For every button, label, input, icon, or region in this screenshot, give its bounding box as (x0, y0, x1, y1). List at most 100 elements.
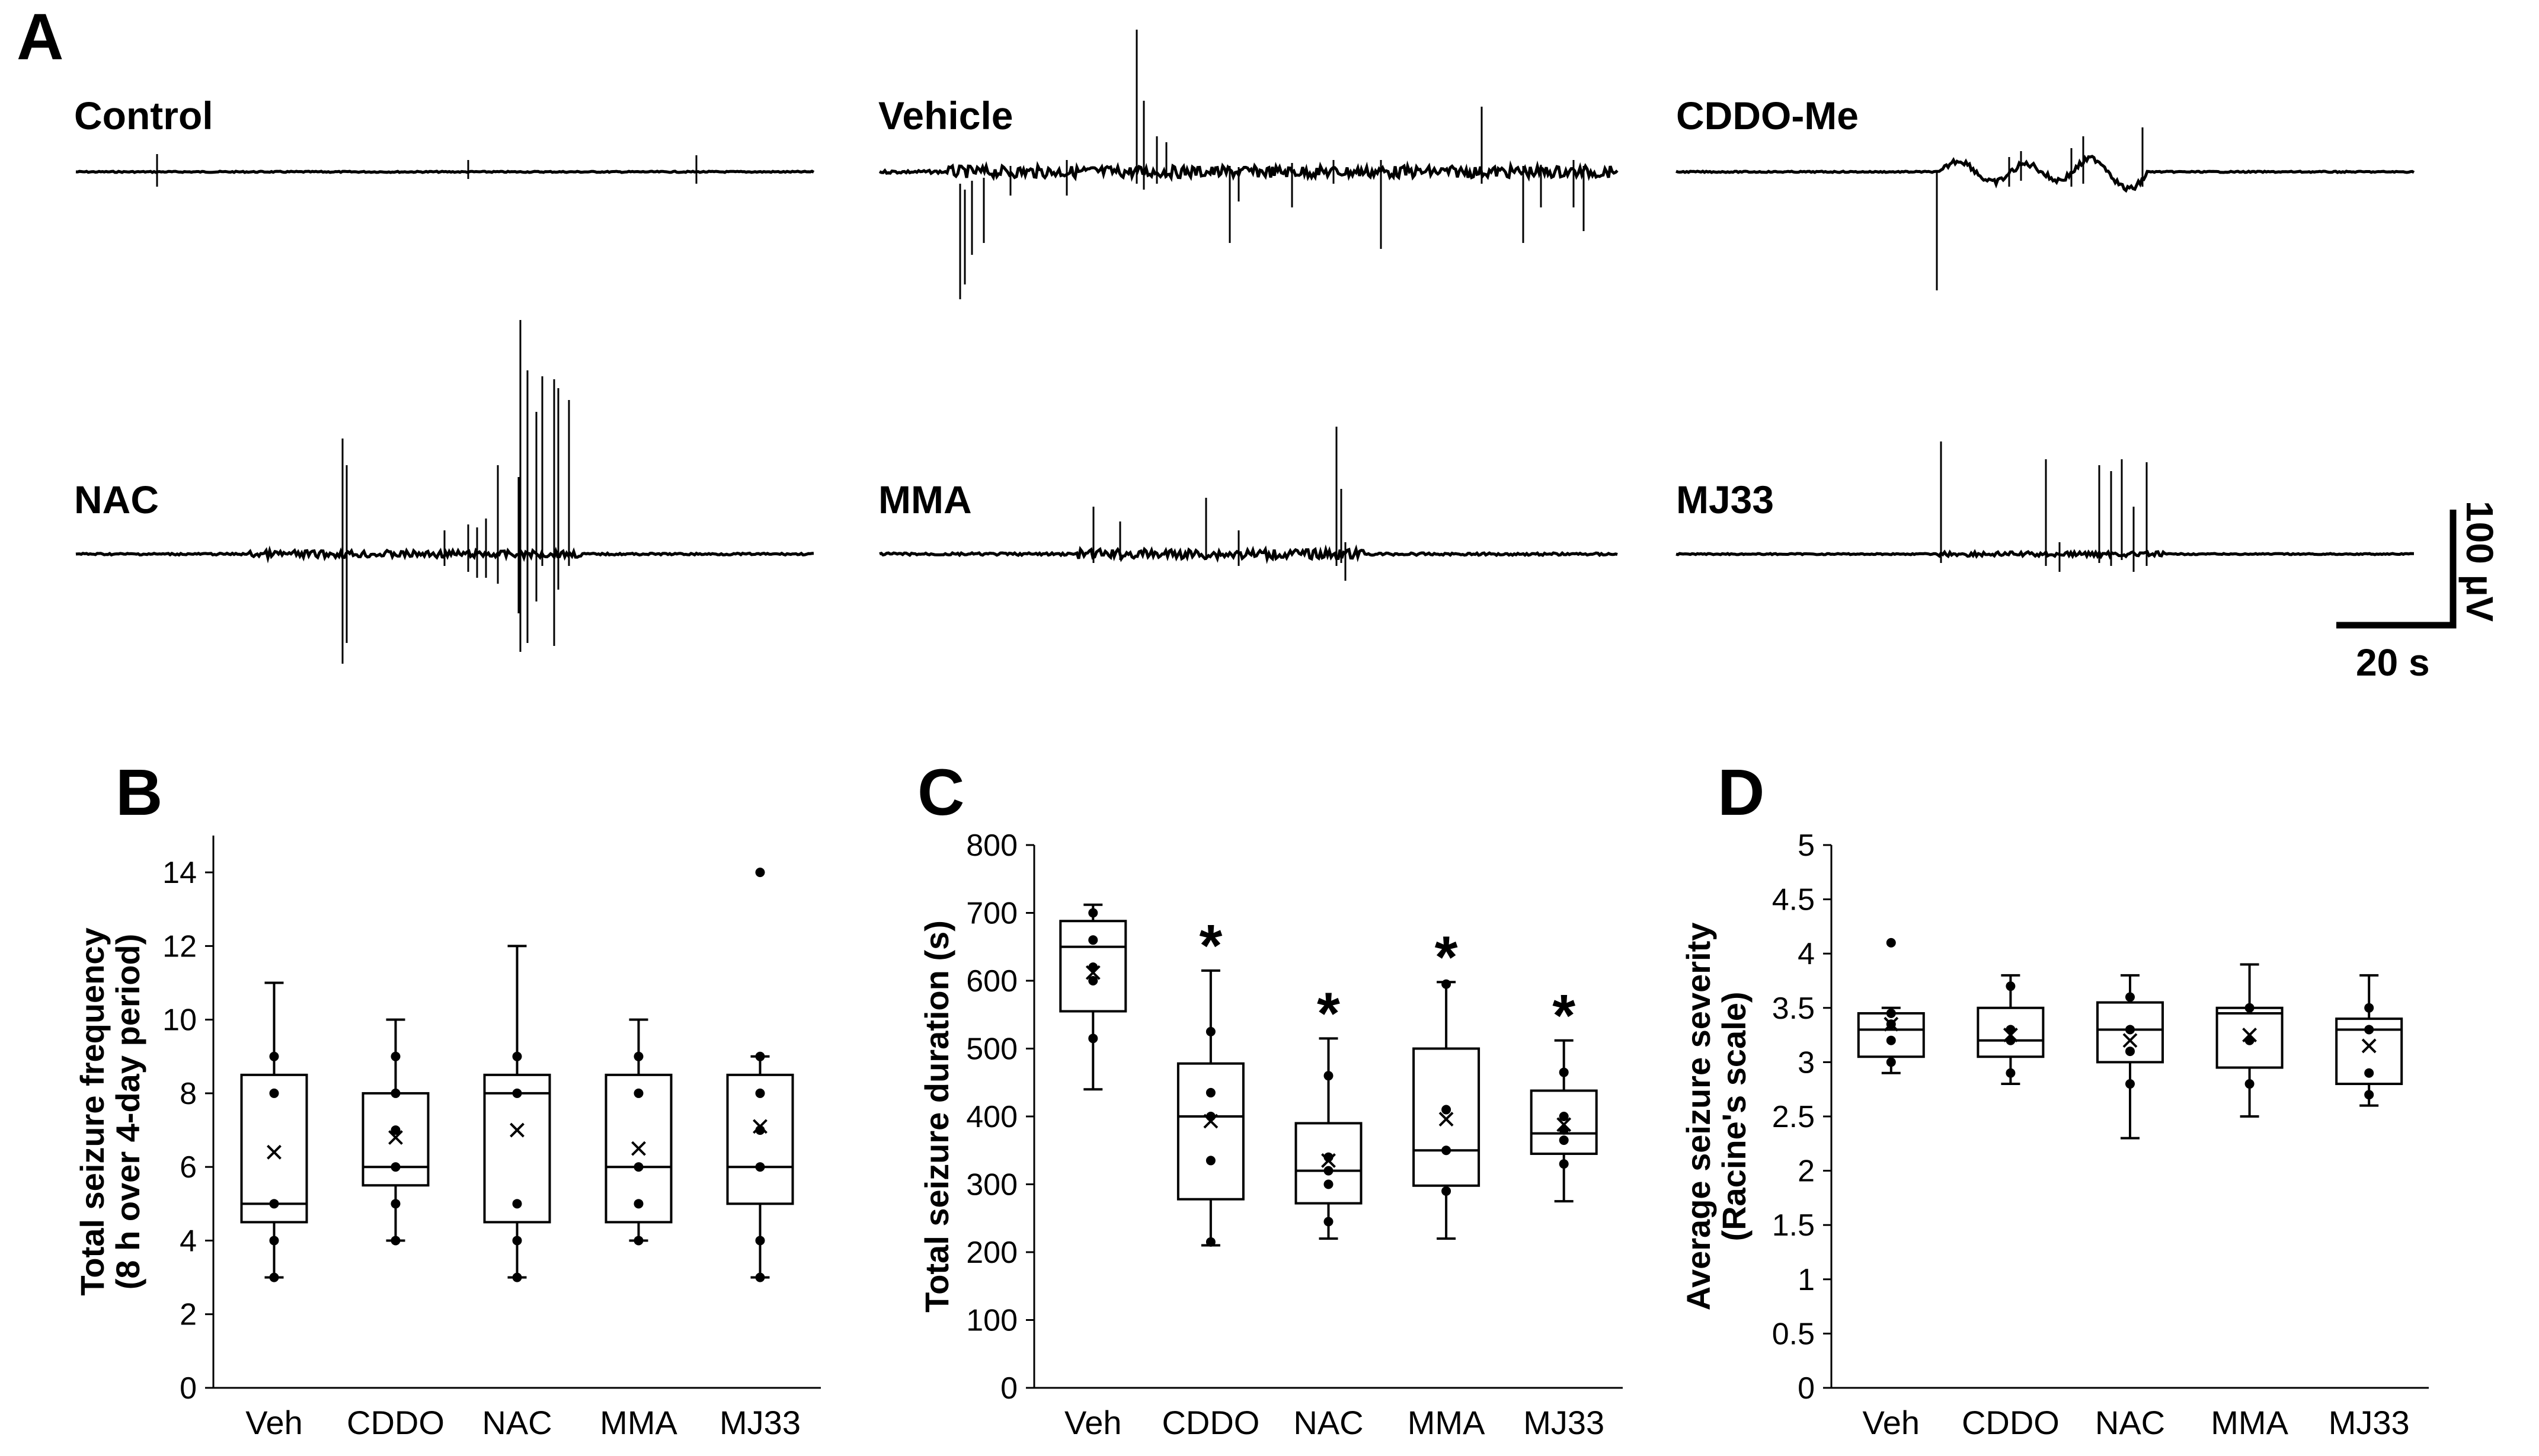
box-group-cddo (362, 1018, 430, 1246)
y-tick-label: 0 (1000, 1371, 1018, 1406)
mean-marker-stroke (2003, 1028, 2018, 1043)
trace-waveform (75, 169, 815, 174)
data-point (1441, 1105, 1451, 1115)
box-iqr (1176, 1062, 1245, 1201)
data-point (1886, 1057, 1896, 1067)
box-iqr (1412, 1047, 1480, 1187)
data-point (2364, 1090, 2374, 1100)
data-point (1441, 1186, 1451, 1196)
panel-letter-c: C (917, 756, 964, 829)
mean-marker (2361, 1038, 2377, 1054)
data-point (512, 1272, 522, 1282)
mean-marker-stroke (1556, 1117, 1572, 1132)
data-point (2006, 1068, 2016, 1078)
mean-marker-stroke (1321, 1153, 1336, 1168)
box-iqr (240, 1073, 308, 1224)
trace-label-nac: NAC (74, 478, 159, 521)
mean-marker-stroke (2242, 1028, 2257, 1043)
x-category-label: CDDO (347, 1404, 445, 1441)
box-group-mma (2215, 963, 2284, 1118)
box-group-mma: * (1412, 924, 1480, 1240)
mean-marker-stroke (2361, 1038, 2377, 1054)
data-point (391, 1236, 401, 1246)
data-point (391, 1051, 401, 1061)
data-point (2125, 1047, 2135, 1057)
mean-marker (631, 1141, 646, 1156)
y-tick-label: 3 (1798, 1045, 1815, 1080)
x-category-label: MMA (2211, 1404, 2288, 1441)
x-category-label: MJ33 (2329, 1404, 2410, 1441)
significance-star: * (1199, 913, 1222, 979)
data-point (269, 1088, 279, 1098)
data-point (512, 1199, 522, 1209)
data-point (634, 1051, 644, 1061)
y-tick-label: 12 (162, 929, 197, 964)
data-point (1205, 1156, 1216, 1166)
box-group-mj33: * (1530, 983, 1598, 1203)
data-point (2364, 1003, 2374, 1013)
box-group-nac (483, 945, 551, 1282)
mean-marker-stroke (388, 1130, 403, 1145)
y-axis-label: Total seizure frequency (73, 927, 111, 1295)
trace-label-mj33: MJ33 (1676, 478, 1774, 521)
data-point (1088, 976, 1098, 985)
y-tick-label: 700 (966, 897, 1018, 931)
y-tick-label: 2 (180, 1298, 197, 1332)
y-axis-label: (8 h over 4-day period) (109, 934, 146, 1290)
data-point (1205, 1237, 1216, 1247)
mean-marker (2242, 1028, 2257, 1043)
mean-marker (1438, 1112, 1454, 1127)
data-point (1559, 1112, 1569, 1121)
mean-marker-stroke (267, 1144, 282, 1160)
y-tick-label: 4 (180, 1224, 197, 1258)
data-point (1441, 979, 1451, 989)
data-point (1559, 1135, 1569, 1145)
mean-marker-stroke (2122, 1033, 2138, 1048)
mean-marker (267, 1144, 282, 1160)
data-point (269, 1051, 279, 1061)
data-point (512, 1236, 522, 1246)
data-point (1323, 1217, 1334, 1227)
scale-bar-amplitude-label: 100 µV (2458, 501, 2501, 622)
y-tick-label: 2 (1798, 1154, 1815, 1189)
scale-bar-time-label: 20 s (2356, 641, 2430, 684)
box-group-nac: * (1294, 980, 1363, 1240)
data-point (1886, 1008, 1896, 1018)
trace-waveform (879, 544, 1618, 564)
trace-mj33 (1675, 441, 2414, 572)
x-category-label: NAC (1293, 1404, 1363, 1441)
y-tick-label: 600 (966, 964, 1018, 999)
outlier-point (755, 868, 765, 878)
y-tick-label: 200 (966, 1236, 1018, 1270)
y-tick-label: 300 (966, 1168, 1018, 1202)
x-category-label: MMA (1408, 1404, 1485, 1441)
trace-control (75, 154, 815, 187)
y-tick-label: 0.5 (1772, 1317, 1815, 1351)
data-point (634, 1162, 644, 1172)
x-category-label: MJ33 (1523, 1404, 1604, 1441)
mean-marker (1884, 1016, 1899, 1032)
mean-marker (1556, 1117, 1572, 1132)
y-tick-label: 400 (966, 1100, 1018, 1134)
y-tick-label: 4.5 (1772, 883, 1815, 917)
y-tick-label: 0 (180, 1371, 197, 1406)
mean-marker-stroke (1203, 1113, 1219, 1129)
data-point (634, 1236, 644, 1246)
scale-bar: 20 s 100 µV (2336, 501, 2501, 684)
box-group-veh (1857, 937, 1925, 1074)
x-category-label: NAC (482, 1404, 552, 1441)
x-category-label: CDDO (1962, 1404, 2060, 1441)
data-point (2244, 1079, 2255, 1089)
data-point (2006, 981, 2016, 991)
y-tick-label: 800 (966, 828, 1018, 863)
data-point (512, 1051, 522, 1061)
trace-waveform (1675, 154, 2415, 193)
significance-star: * (1317, 980, 1340, 1047)
y-tick-label: 2.5 (1772, 1100, 1815, 1134)
data-point (1205, 1026, 1216, 1036)
trace-nac (75, 320, 814, 664)
y-tick-label: 14 (162, 856, 197, 890)
y-tick-label: 1 (1798, 1263, 1815, 1297)
y-tick-label: 6 (180, 1150, 197, 1185)
mean-marker (1203, 1113, 1219, 1129)
